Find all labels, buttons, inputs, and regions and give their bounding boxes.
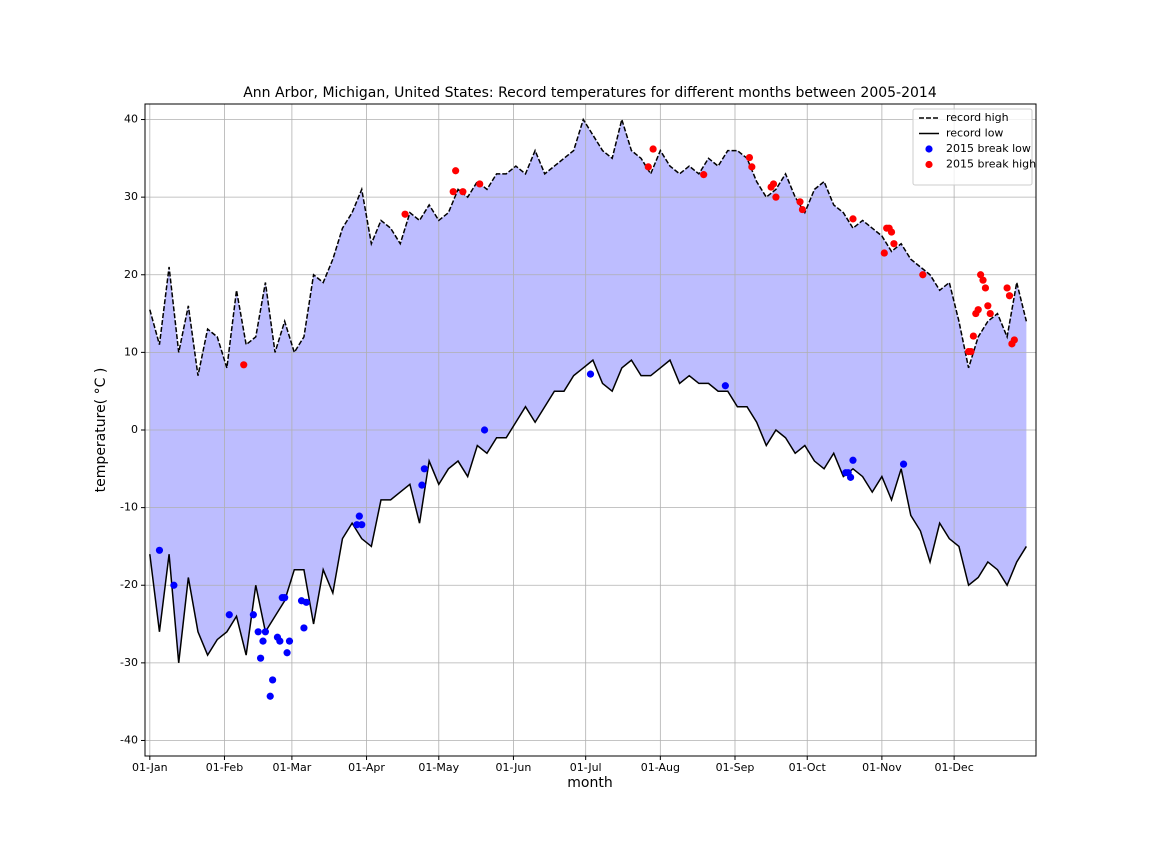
legend-box [912,108,1033,186]
scatter-point [401,210,409,218]
scatter-point [418,481,426,489]
scatter-point [449,188,457,196]
line-series [149,116,1028,376]
chart-title: Ann Arbor, Michigan, United States: Reco… [243,85,937,101]
scatter-point [256,654,265,662]
scatter-point [849,215,857,223]
scatter-point [170,581,178,589]
scatter-point [459,188,467,196]
scatter-point [355,512,363,520]
scatter-point [1005,292,1014,300]
scatter-point [899,460,908,468]
scatter-point [644,163,652,171]
scatter-point [452,167,460,175]
legend: record high record low 2015 break low 2015 … [912,108,1036,186]
scatter-point [846,473,855,481]
scatter-point [249,611,257,619]
scatter-point [986,309,994,318]
scatter-point [259,637,267,645]
scatter-point [721,382,729,390]
legend-swatch [925,145,933,153]
scatter-point [772,193,780,201]
y-tick-label: 40 [124,113,138,126]
y-tick-label: 10 [124,345,138,358]
legend-swatch [925,160,933,169]
y-axis-label: temperature( °C ) [93,368,109,493]
x-tick-label: 01-Oct [789,761,827,774]
scatter-point [476,180,484,188]
scatter-point [586,370,595,378]
scatter-point [849,456,857,464]
scatter-point [890,240,898,248]
x-tick-label: 01-Apr [348,761,385,774]
scatter-point [969,332,977,340]
scatter-point [358,521,366,529]
x-tick-label: 01-May [418,761,459,774]
y-tick-label: -20 [120,578,138,591]
scatter-point [285,637,294,645]
scatter-point [887,228,896,236]
scatter-point [1003,284,1011,292]
legend-label: record high [946,111,1009,124]
scatter-point [977,271,985,279]
y-tick-label: -30 [120,656,138,669]
scatter-point [798,205,807,214]
x-tick-label: 01-Mar [273,761,312,774]
scatter-point [276,637,284,645]
scatter-point [981,284,990,292]
y-tick-label: 30 [124,190,138,203]
legend-label: 2015 break low [946,142,1031,155]
x-tick-label: 01-Aug [641,761,680,774]
scatter-point [240,361,248,369]
scatter-point [1010,336,1018,344]
scatter-point [261,628,270,636]
scatter-point [880,249,888,257]
x-tick-label: 01-Feb [206,761,243,774]
scatter-point [300,624,308,632]
scatter-point [480,426,489,434]
scatter-point [225,611,233,619]
x-tick-label: 01-Sep [716,761,755,774]
fill-area [149,119,1027,663]
x-axis-label: month [567,775,612,791]
scatter-point [302,598,310,606]
scatter-point [155,546,164,554]
scatter-point [974,306,982,314]
y-tick-label: -40 [120,733,138,746]
scatter-point [984,302,992,310]
scatter-point [420,465,428,473]
y-tick-label: -10 [120,501,138,514]
scatter-point [283,649,291,657]
scatter-point [769,180,778,188]
scatter-point [796,198,804,206]
y-tick-label: 0 [131,423,138,436]
plot-frame [144,103,1037,757]
scatter-point [919,271,927,279]
x-tick-label: 01-Jan [132,761,168,774]
scatter-point [748,163,756,171]
scatter-point [979,276,987,284]
x-tick-label: 01-Dec [934,761,973,774]
line-series [149,358,1028,663]
x-tick-label: 01-Nov [862,761,902,774]
scatter-point [649,145,657,153]
scatter-point [266,692,274,700]
x-tick-label: 01-Jun [496,761,532,774]
scatter-point [281,594,289,602]
scatter-point [745,153,754,162]
y-tick-label: 20 [124,268,138,281]
scatter-point [269,676,277,684]
scatter-point [700,171,708,179]
x-tick-label: 01-Jul [570,761,602,774]
scatter-point [967,348,975,356]
legend-label: 2015 break high [946,158,1036,171]
scatter-point [254,628,262,636]
legend-label: record low [946,127,1003,140]
